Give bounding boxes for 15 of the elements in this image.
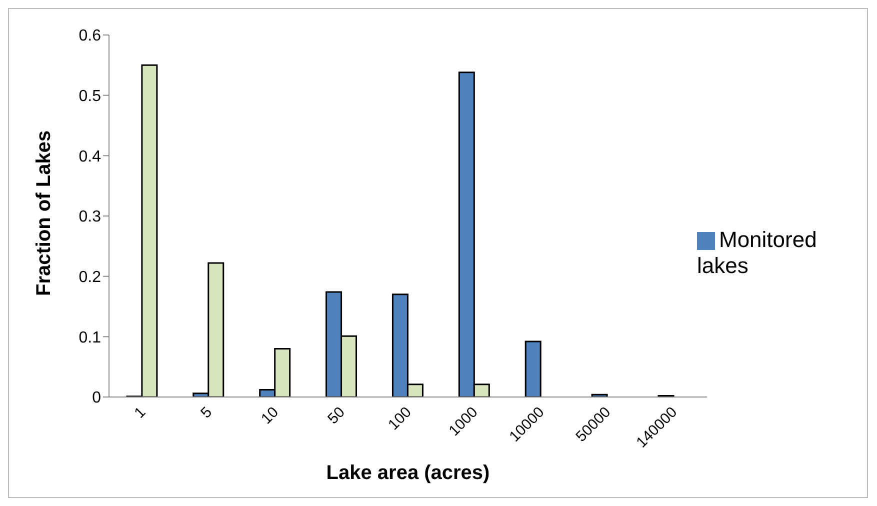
y-tick-label: 0 [92, 390, 102, 407]
y-tick-label: 0.1 [78, 329, 102, 346]
y-tick-label: 0.5 [78, 88, 102, 106]
y-tick-label: 0.2 [78, 269, 102, 286]
x-tick-label: 100 [385, 404, 415, 434]
y-axis-title: Fraction of Lakes [33, 130, 56, 296]
x-tick-label: 50 [324, 404, 348, 428]
x-axis-title: Lake area (acres) [326, 462, 490, 484]
x-tick-label: 1 [131, 404, 150, 422]
legend-label: Monitored lakes [697, 227, 817, 278]
y-tick-label: 0.4 [78, 148, 102, 166]
x-tick-label: 5 [198, 404, 216, 422]
x-tick-label: 10 [258, 404, 282, 428]
y-tick-label: 0.6 [78, 28, 102, 45]
y-tick-label: 0.3 [78, 208, 102, 226]
